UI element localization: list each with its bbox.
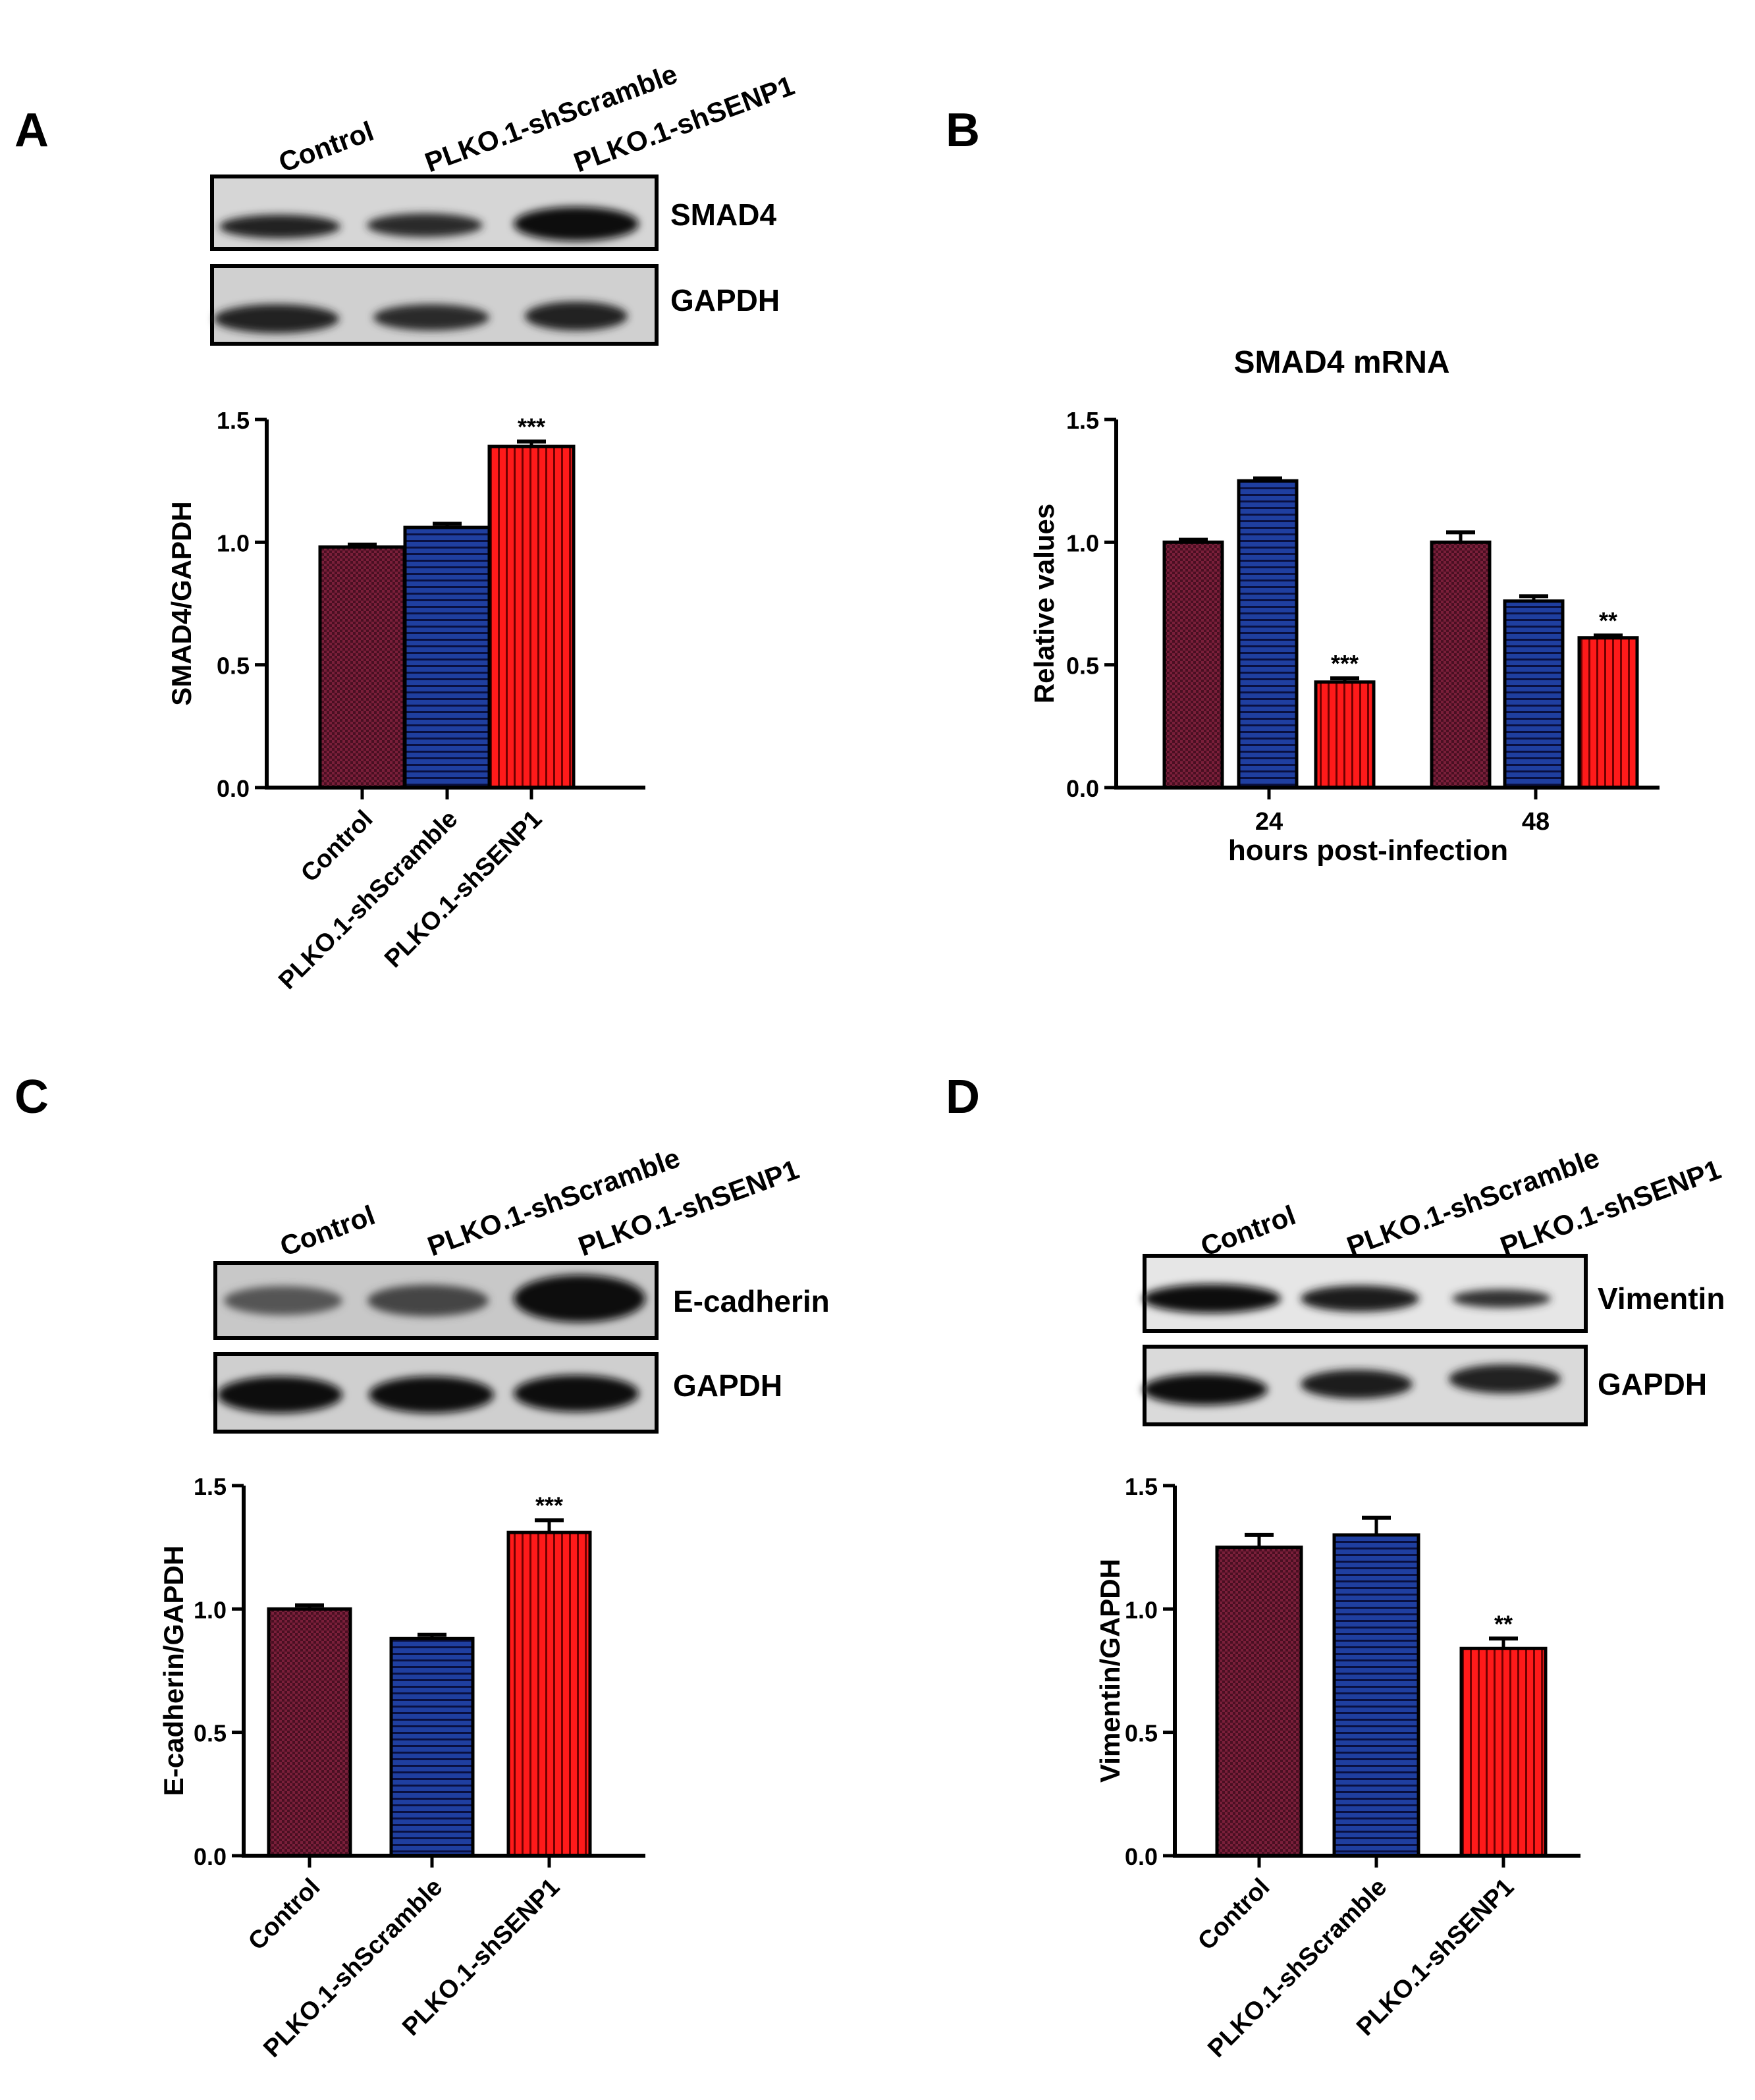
band-d-vimentin-shsenp1 — [1452, 1289, 1551, 1308]
panel-d-blot: Control PLKO.1-shScramble PLKO.1-shSENP1… — [1143, 1142, 1725, 1426]
panel-letter-d: D — [946, 1071, 980, 1123]
band-d-gapdh-shscramble — [1301, 1370, 1413, 1399]
chart-d-vimentin-gapdh: Vimentin/GAPDH0.00.51.01.5**ControlPLKO.… — [1094, 1473, 1580, 2063]
chart-a-bar-control — [318, 545, 406, 790]
chart-b-bar-shsenp1-48 — [1577, 636, 1639, 790]
blot-d-lane-label-control: Control — [1197, 1199, 1299, 1262]
chart-d-ytick-label: 1.0 — [1125, 1596, 1158, 1623]
blot-d-label-vimentin: Vimentin — [1598, 1281, 1725, 1316]
chart-c-ytick-label: 0.5 — [194, 1720, 227, 1747]
band-d-gapdh-shsenp1 — [1449, 1364, 1561, 1393]
chart-c-bar-control — [267, 1607, 352, 1858]
chart-a-ytick-label: 0.0 — [217, 775, 250, 802]
chart-a-bar-shsenp1 — [487, 444, 576, 790]
band-a-gapdh-control — [214, 304, 339, 333]
band-a-smad4-control — [219, 215, 340, 238]
chart-b-xtick-label: 24 — [1255, 808, 1283, 836]
chart-b-ytick-label: 1.5 — [1066, 407, 1099, 434]
chart-b-significance-shsenp1-48: ** — [1599, 607, 1617, 634]
chart-a-ylabel: SMAD4/GAPDH — [166, 501, 197, 705]
blot-c-lane-label-control: Control — [276, 1199, 379, 1262]
chart-c-xtick-label: Control — [243, 1873, 325, 1956]
band-c-gapdh-shsenp1 — [514, 1375, 639, 1412]
chart-b-title: SMAD4 mRNA — [1233, 345, 1449, 380]
chart-d-significance-shsenp1: ** — [1494, 1610, 1513, 1637]
chart-c-ytick-label: 1.5 — [194, 1473, 227, 1500]
chart-d-bar-shscramble — [1332, 1533, 1420, 1858]
chart-a-ytick-label: 0.5 — [217, 653, 250, 680]
blot-d-lane-label-shscramble: PLKO.1-shScramble — [1343, 1142, 1604, 1262]
chart-c-bar-shscramble — [389, 1636, 475, 1858]
chart-b-bar-shsenp1-24 — [1314, 680, 1376, 790]
chart-c-ylabel: E-cadherin/GAPDH — [158, 1546, 189, 1796]
chart-c-ytick-label: 0.0 — [194, 1843, 227, 1870]
chart-b-ytick-label: 0.0 — [1066, 775, 1099, 802]
panel-letter-a: A — [14, 104, 49, 157]
chart-b-bar-control-24 — [1162, 540, 1224, 790]
blot-a-label-gapdh: GAPDH — [670, 283, 780, 317]
band-a-smad4-shscramble — [367, 213, 483, 237]
chart-b-bar-control-48 — [1430, 540, 1492, 790]
blot-c-label-ecadherin: E-cadherin — [673, 1284, 830, 1318]
chart-a-bar-shscramble — [403, 525, 491, 790]
chart-b-bar-shscramble-24 — [1237, 479, 1299, 790]
chart-c-ytick-label: 1.0 — [194, 1596, 227, 1623]
chart-c-bar-shsenp1 — [506, 1530, 592, 1858]
chart-a-ytick-label: 1.5 — [217, 407, 250, 434]
band-c-ecadherin-control — [224, 1286, 342, 1315]
panel-letter-c: C — [14, 1071, 49, 1123]
chart-d-ytick-label: 1.5 — [1125, 1473, 1158, 1500]
panel-c-blot: Control PLKO.1-shScramble PLKO.1-shSENP1… — [213, 1142, 830, 1434]
chart-b-bar-shscramble-48 — [1503, 599, 1565, 790]
chart-b-ytick-label: 0.5 — [1066, 653, 1099, 680]
band-c-ecadherin-shscramble — [367, 1285, 489, 1316]
chart-d-xtick-label: Control — [1193, 1873, 1275, 1956]
chart-d-bar-control — [1215, 1546, 1303, 1858]
blot-c-label-gapdh: GAPDH — [673, 1368, 782, 1403]
blot-c-lane-label-shscramble: PLKO.1-shScramble — [423, 1142, 684, 1262]
chart-d-ytick-label: 0.0 — [1125, 1843, 1158, 1870]
blot-a-lane-label-control: Control — [275, 115, 377, 178]
chart-a-xtick-label: Control — [296, 805, 378, 888]
band-c-gapdh-shscramble — [369, 1376, 494, 1413]
chart-b-ytick-label: 1.0 — [1066, 529, 1099, 556]
chart-a-significance-shsenp1: *** — [518, 414, 545, 441]
band-a-gapdh-shsenp1 — [525, 302, 628, 331]
chart-d-ylabel: Vimentin/GAPDH — [1094, 1559, 1125, 1783]
panel-letter-b: B — [946, 104, 980, 157]
chart-c-ecadherin-gapdh: E-cadherin/GAPDH0.00.51.01.5***ControlPL… — [158, 1473, 645, 2063]
band-c-ecadherin-shsenp1 — [514, 1275, 645, 1322]
chart-c-significance-shsenp1: *** — [535, 1492, 563, 1519]
chart-a-smad4-gapdh: SMAD4/GAPDH 0.0 0.5 1.0 1.5 *** ControlPLKO.1-… — [166, 407, 645, 995]
band-a-smad4-shsenp1 — [514, 207, 639, 241]
band-d-gapdh-control — [1143, 1374, 1268, 1405]
chart-b-ylabel: Relative values — [1029, 504, 1060, 704]
band-d-vimentin-shscramble — [1301, 1285, 1419, 1312]
chart-b-xlabel: hours post-infection — [1228, 834, 1508, 867]
chart-d-ytick-label: 0.5 — [1125, 1720, 1158, 1747]
chart-b-significance-shsenp1-24: *** — [1331, 650, 1359, 677]
band-c-gapdh-control — [217, 1376, 342, 1413]
band-a-gapdh-shscramble — [373, 304, 489, 331]
blot-a-lane-label-shscramble: PLKO.1-shScramble — [421, 58, 682, 178]
chart-b-xtick-label: 48 — [1522, 808, 1550, 836]
blot-d-label-gapdh: GAPDH — [1598, 1367, 1707, 1401]
panel-a-blot: Control PLKO.1-shScramble PLKO.1-shSENP1… — [210, 58, 798, 346]
chart-a-xtick-label: PLKO.1-shSENP1 — [379, 805, 547, 973]
blot-a-label-smad4: SMAD4 — [670, 198, 776, 232]
band-d-vimentin-control — [1143, 1284, 1281, 1313]
chart-a-ytick-label: 1.0 — [217, 529, 250, 556]
chart-d-bar-shsenp1 — [1459, 1646, 1548, 1858]
